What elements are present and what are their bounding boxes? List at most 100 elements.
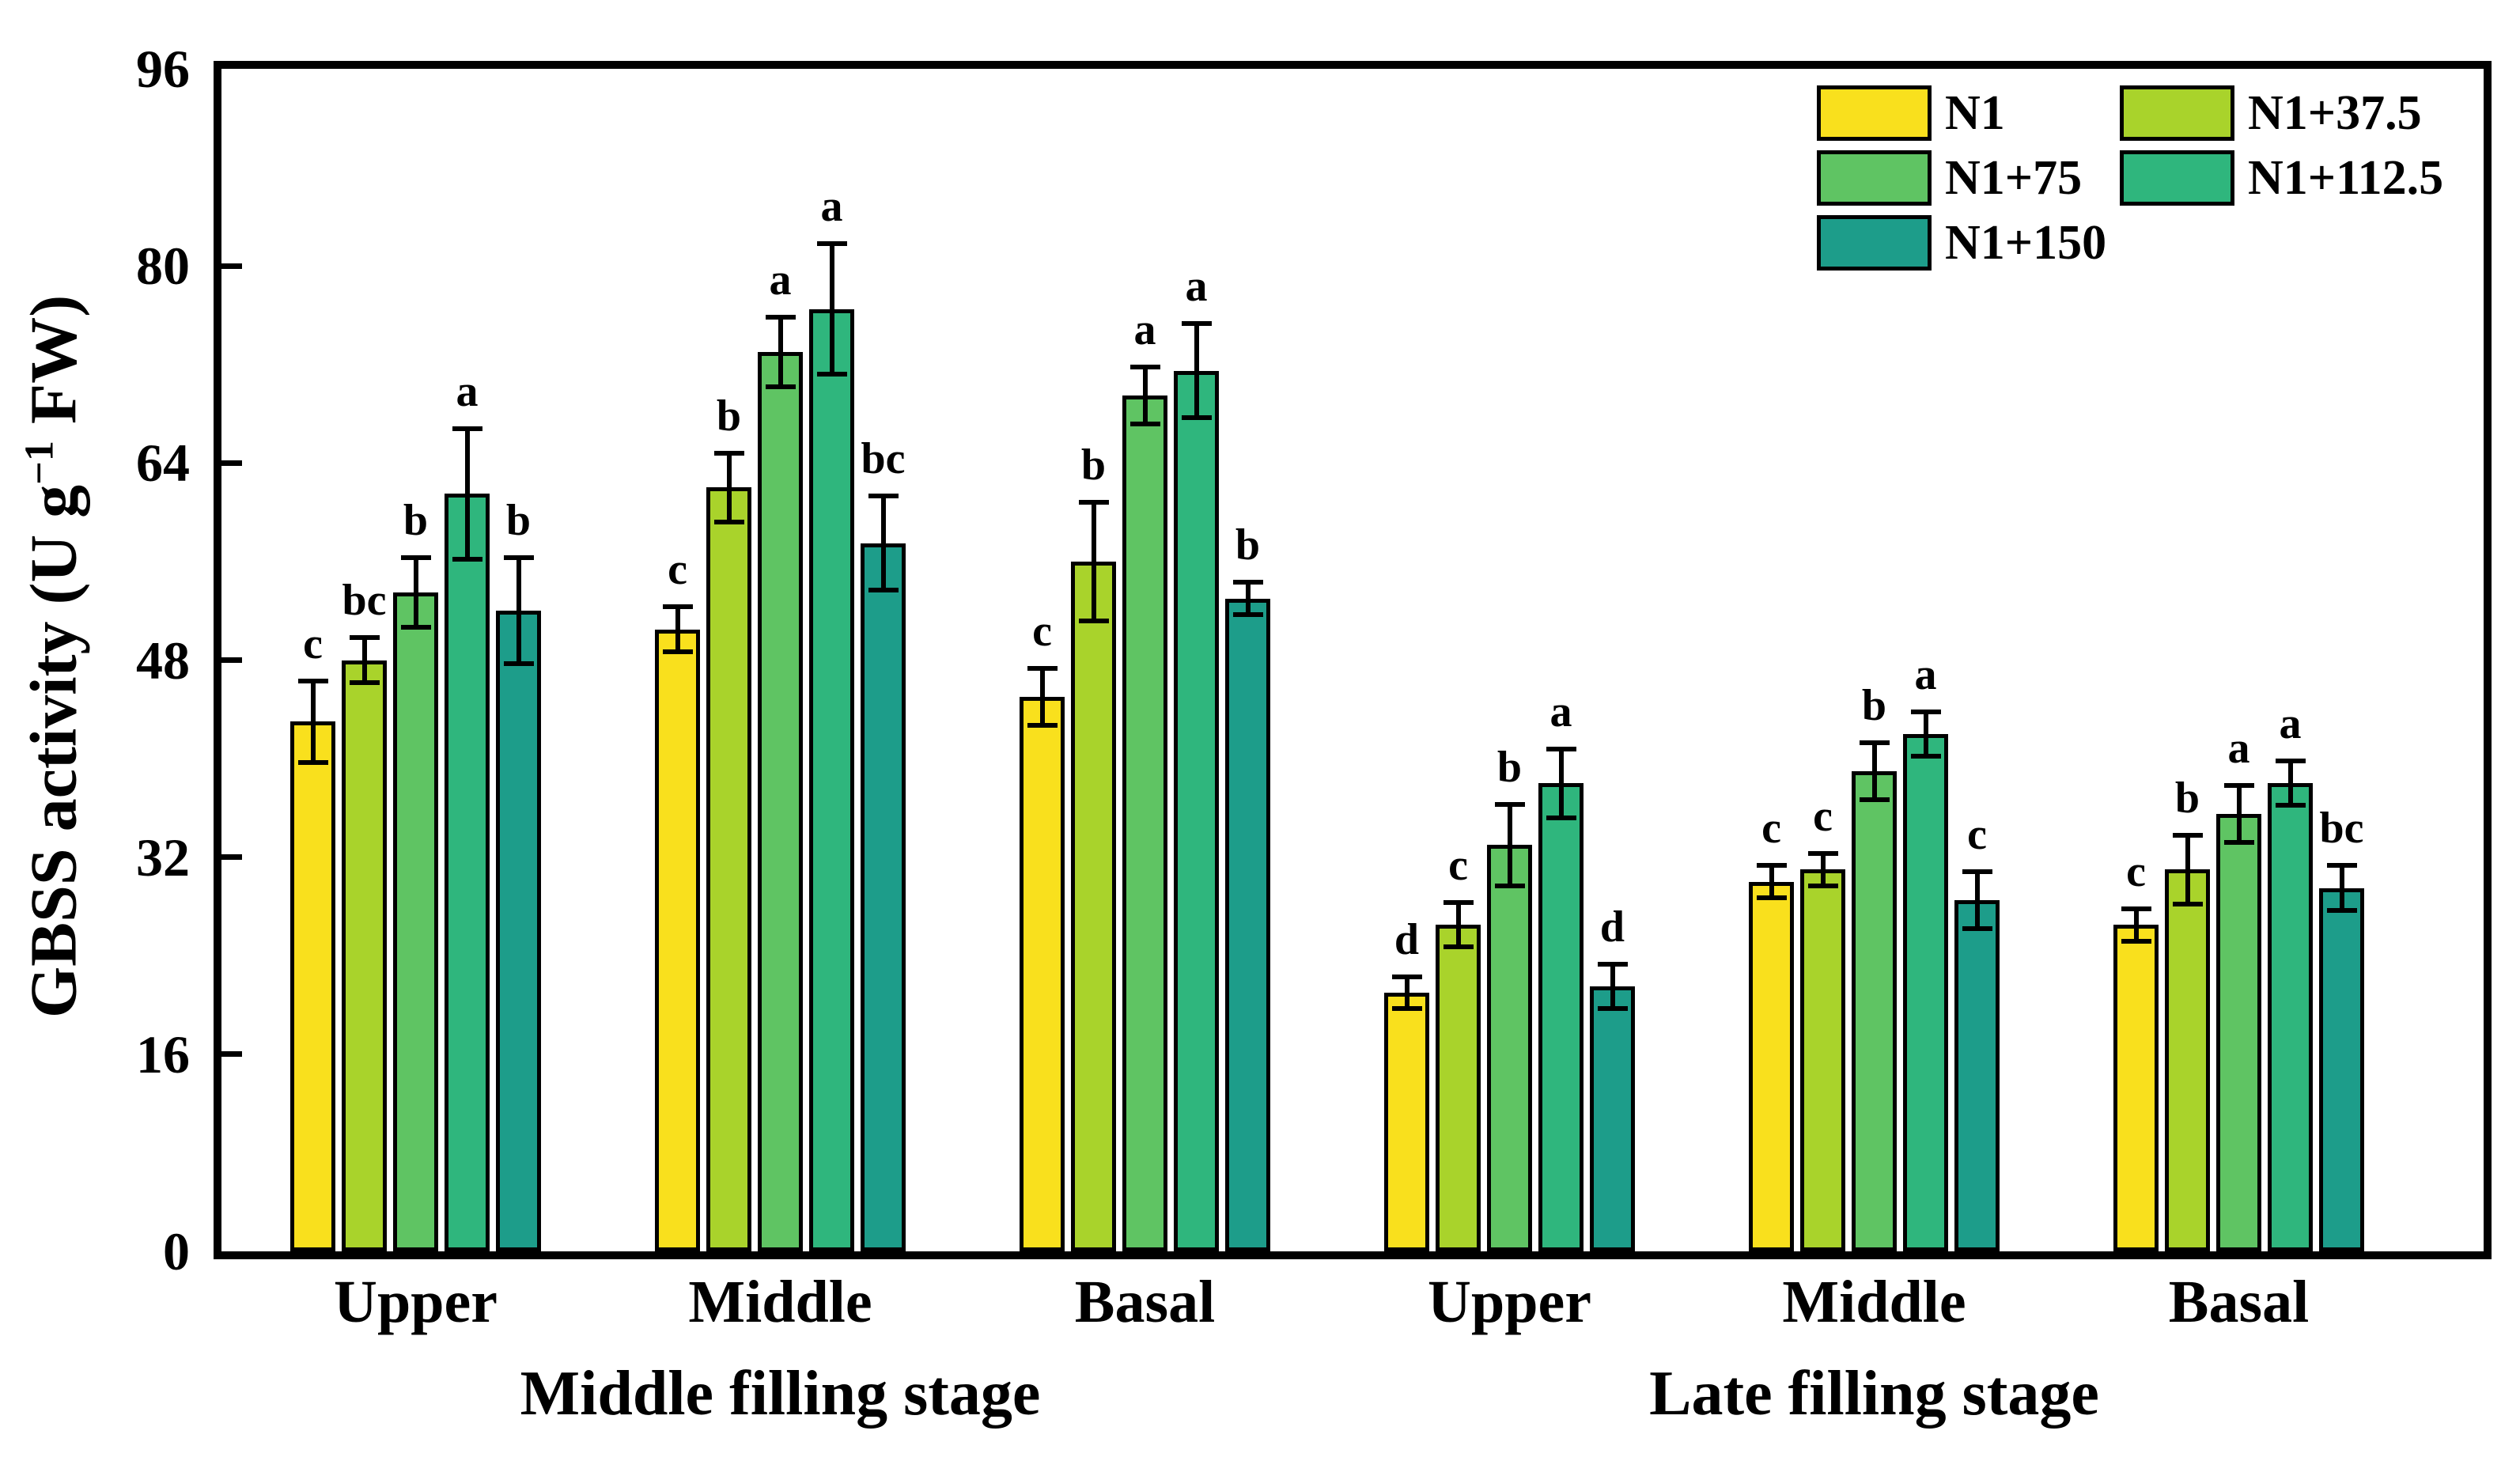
error-bar-cap-top: [1443, 900, 1474, 906]
error-bar-cap-bottom: [1546, 815, 1576, 820]
error-bar: [713, 450, 744, 525]
bar-basal-N1+75: [1122, 395, 1167, 1251]
group-label-basal: Basal: [2168, 1269, 2310, 1335]
error-bar-cap-top: [765, 315, 796, 320]
error-bar-cap-bottom: [765, 384, 796, 389]
error-bar-cap-bottom: [1962, 926, 1992, 932]
error-bar-cap-bottom: [1129, 421, 1160, 426]
error-bar-cap-bottom: [2121, 938, 2151, 944]
error-bar: [1494, 801, 1525, 888]
error-bar-stem: [1507, 801, 1512, 888]
bar-upper-N1+112.5: [1538, 783, 1584, 1251]
plot-area: c bc b a b c b a a bc c b a a b d c b a d c c b a c c b a a bc N1 N1+37…: [214, 61, 2492, 1259]
error-bar-stem: [1142, 364, 1148, 426]
bar-upper-N1+150: [1590, 986, 1635, 1251]
bar-middle-N1+37.5: [1800, 869, 1845, 1251]
error-bar-cap-bottom: [400, 624, 431, 630]
error-bar-stem: [1245, 580, 1251, 617]
error-bar: [868, 494, 899, 592]
error-bar-stem: [1820, 850, 1826, 888]
significance-letter: c: [1967, 810, 1987, 860]
error-bar-cap-bottom: [1391, 1006, 1422, 1012]
error-bar: [400, 555, 431, 630]
error-bar-stem: [1871, 740, 1877, 802]
bar-middle-N1+75: [758, 352, 803, 1251]
y-tick-mark: [221, 657, 242, 663]
error-bar-cap-top: [1027, 666, 1058, 672]
error-bar-cap-bottom: [1232, 611, 1263, 617]
group-label-upper: Upper: [1428, 1269, 1591, 1335]
error-bar-cap-bottom: [1910, 754, 1941, 759]
error-bar-stem: [310, 678, 316, 765]
significance-letter: c: [303, 619, 323, 668]
significance-letter: b: [1496, 742, 1523, 792]
bar-upper-N1+37.5: [1436, 925, 1481, 1251]
error-bar-cap-bottom: [349, 679, 380, 685]
bar-basal-N1+37.5: [2165, 869, 2210, 1251]
error-bar: [1181, 321, 1212, 420]
legend-label-N1+75: N1+75: [1945, 151, 2083, 205]
error-bar-cap-bottom: [2326, 907, 2357, 913]
bar-upper-N1: [1384, 992, 1429, 1251]
error-bar-cap-bottom: [2275, 803, 2306, 808]
error-bar-cap-top: [503, 555, 534, 561]
error-bar-cap-top: [1078, 500, 1109, 505]
error-bar: [1859, 740, 1890, 802]
error-bar-cap-bottom: [1597, 1006, 1628, 1012]
error-bar: [1078, 500, 1109, 623]
error-bar-cap-top: [1807, 850, 1838, 856]
significance-letter: c: [1448, 841, 1468, 891]
bar-basal-N1+75: [2216, 814, 2261, 1251]
error-bar-cap-bottom: [1078, 618, 1109, 623]
significance-letter: c: [1813, 791, 1833, 841]
error-bar-cap-top: [297, 678, 328, 683]
error-bar-stem: [2339, 863, 2344, 913]
error-bar-stem: [1039, 666, 1045, 729]
error-bar-cap-bottom: [662, 649, 693, 654]
error-bar: [1443, 900, 1474, 950]
significance-letter: b: [1861, 680, 1887, 730]
error-bar-cap-bottom: [2172, 901, 2203, 906]
error-bar-cap-top: [1859, 740, 1890, 745]
error-bar: [1910, 709, 1941, 759]
error-bar-stem: [1769, 863, 1774, 901]
error-bar-cap-top: [2223, 783, 2254, 789]
y-tick-mark: [221, 263, 242, 269]
error-bar-cap-top: [400, 555, 431, 561]
significance-letter: c: [1761, 804, 1781, 853]
error-bar: [1546, 746, 1576, 820]
error-bar-cap-top: [1391, 974, 1422, 979]
bar-middle-N1: [1749, 881, 1794, 1251]
error-bar-cap-bottom: [297, 759, 328, 765]
error-bar-stem: [675, 604, 680, 654]
significance-letter: b: [716, 391, 742, 441]
significance-letter: d: [1599, 903, 1625, 952]
error-bar: [452, 426, 482, 562]
y-tick-mark: [221, 1051, 242, 1058]
group-label-middle: Middle: [1782, 1269, 1966, 1335]
error-bar: [1232, 580, 1263, 617]
error-bar-stem: [2133, 906, 2139, 944]
error-bar-cap-bottom: [2223, 840, 2254, 846]
error-bar-stem: [2287, 759, 2293, 808]
error-bar-cap-bottom: [1443, 944, 1474, 950]
error-bar: [1129, 364, 1160, 426]
significance-letter: c: [2126, 846, 2146, 896]
significance-letter: a: [1549, 687, 1572, 736]
group-label-basal: Basal: [1074, 1269, 1216, 1335]
legend-swatch-N1+75: [1817, 150, 1932, 206]
error-bar-cap-bottom: [816, 372, 847, 377]
error-bar: [816, 241, 847, 377]
error-bar-cap-top: [1756, 863, 1787, 869]
error-bar: [662, 604, 693, 654]
error-bar-cap-bottom: [1027, 723, 1058, 729]
legend-label-N1: N1: [1945, 86, 2005, 140]
error-bar-cap-top: [1494, 801, 1525, 807]
error-bar: [2223, 783, 2254, 846]
legend-label-N1+150: N1+150: [1945, 216, 2107, 270]
y-tick-mark: [221, 460, 242, 466]
error-bar-cap-top: [816, 241, 847, 247]
group-label-upper: Upper: [334, 1269, 498, 1335]
error-bar-stem: [726, 450, 732, 525]
bar-middle-N1: [655, 629, 700, 1251]
